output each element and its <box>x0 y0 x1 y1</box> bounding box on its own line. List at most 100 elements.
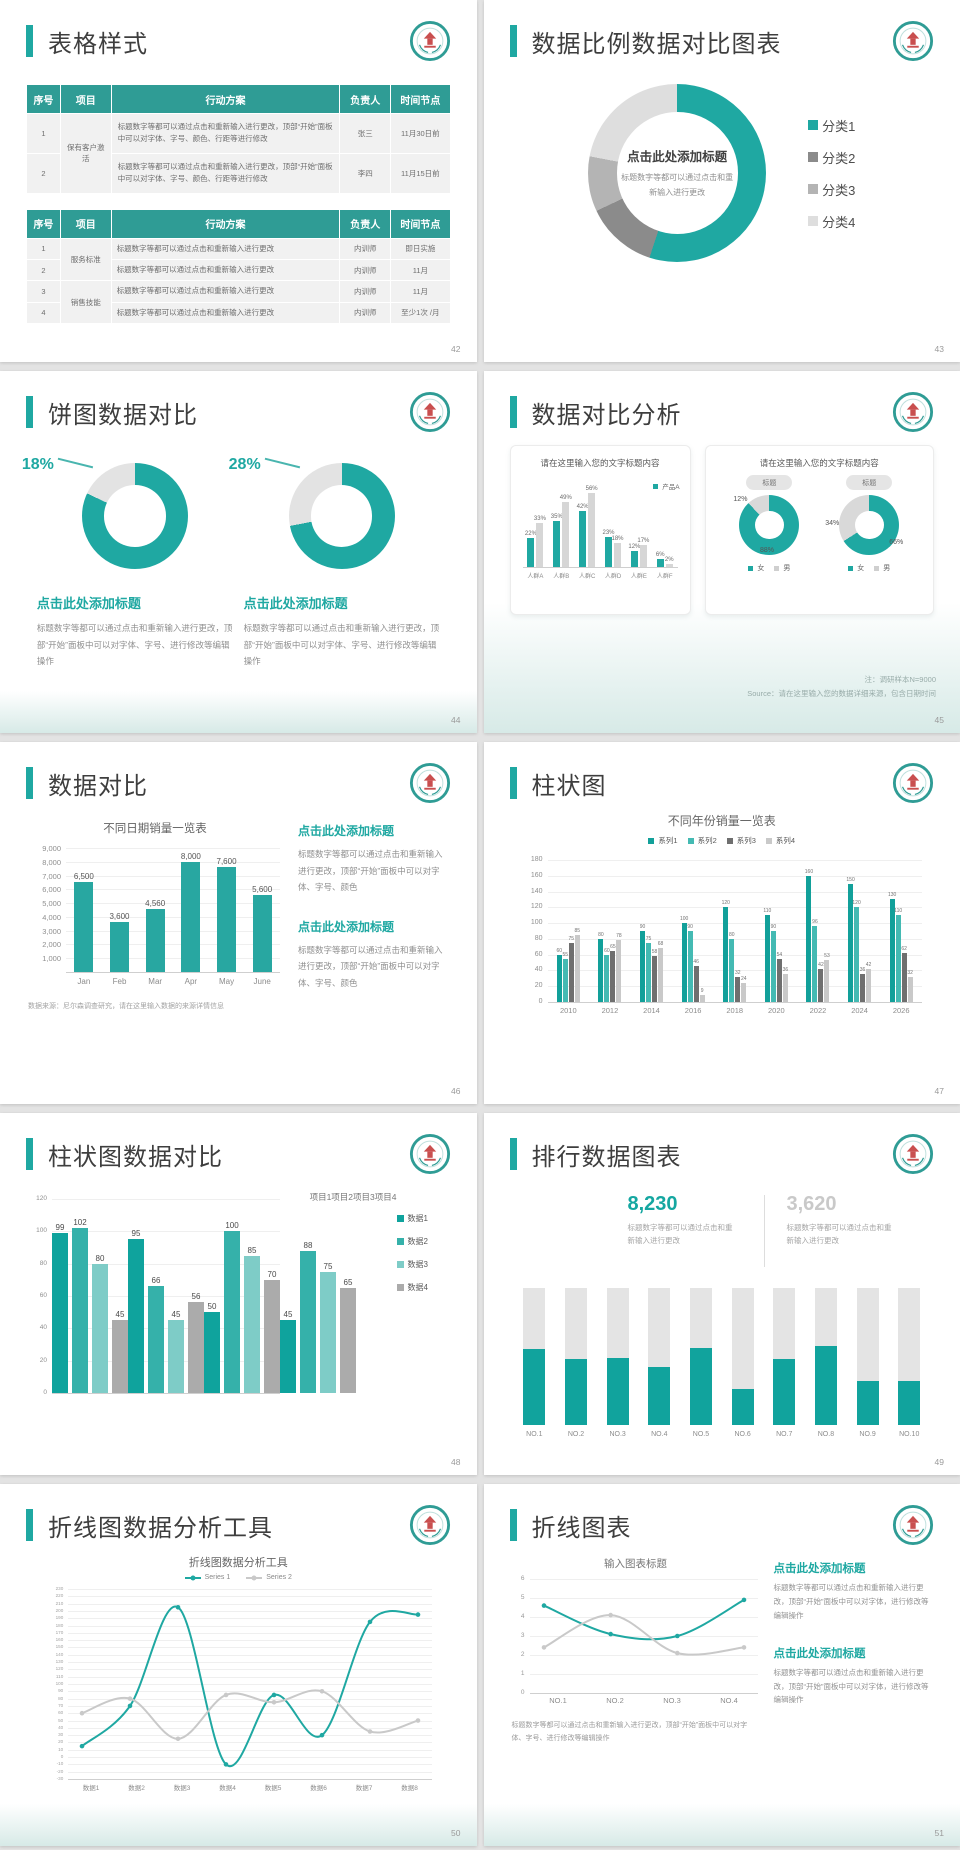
school-logo-icon <box>892 1133 934 1175</box>
x-axis: 2010 2012 2014 2016 2018 2020 2022 2024 2026 <box>548 1006 923 1015</box>
bar: 60 <box>557 948 562 1002</box>
legend-item: Series 2 <box>246 1574 292 1581</box>
slide-43-proportion-donut[interactable]: 数据比例数据对比图表 点击此处添加标题 标题数字等都可以通过点击和重新输入进行更… <box>483 0 960 362</box>
y-axis-label: 100 <box>36 1227 47 1235</box>
bar: 3,600 <box>109 912 130 972</box>
school-logo-icon <box>409 1504 451 1546</box>
page-title: 表格样式 <box>48 30 148 58</box>
block-body: 标题数字等都可以通过点击和重新输入进行更改，顶部“开始”面板中可以对字体、字号、… <box>298 944 443 988</box>
table-cell: 销售技能 <box>59 280 112 324</box>
bar-segment-top <box>814 1287 837 1347</box>
table-header-cell: 负责人 <box>339 208 392 239</box>
slide-51-line-chart[interactable]: 折线图表 输入图表标题 6 5 4 3 2 1 0 NO.1 NO.2 NO.3 NO.4 标题数字等… <box>483 1484 960 1846</box>
slide-header: 柱状图 <box>509 762 935 804</box>
school-logo-icon <box>409 20 451 62</box>
slide-44-pie-comparison[interactable]: 饼图数据对比 18% 点击此处添加标题 标题数字等都可以通过点击和重新输入进行更… <box>0 371 477 733</box>
bar-value-label: 80 <box>95 1253 105 1263</box>
bar-segment-bottom <box>564 1359 587 1425</box>
chart-and-text: 输入图表标题 6 5 4 3 2 1 0 NO.1 NO.2 NO.3 NO.4 标题数字等都可以通过… <box>510 1556 935 1746</box>
y-axis-label: 170 <box>55 1629 64 1635</box>
bar-value-label: 22% <box>524 530 537 537</box>
slide-45-data-analysis[interactable]: 数据对比分析 请在这里输入您的文字标题内容 产品A 22% 33% 35% 49% 42%… <box>483 371 960 733</box>
bar: 54 <box>777 952 782 1002</box>
bar: 110 <box>763 908 771 1002</box>
bar-group: 100 90 46 9 <box>672 860 714 1002</box>
x-axis-label: 2018 <box>726 1006 744 1015</box>
slide-47-column-chart[interactable]: 柱状图 不同年份销量一览表 系列1 系列2 系列3 系列4 180 160 140 120 100… <box>483 742 960 1104</box>
y-axis-label: 80 <box>58 1695 64 1701</box>
bar: 80 <box>92 1254 108 1393</box>
slide-50-line-analysis[interactable]: 折线图数据分析工具 折线图数据分析工具 Series 1 Series 2 230 22… <box>0 1484 477 1846</box>
pill-label: 标题 <box>846 475 893 490</box>
slide-header: 柱状图数据对比 <box>26 1133 451 1175</box>
bar-value-label: 4,560 <box>145 899 166 909</box>
series-line-chart: 折线图数据分析工具 Series 1 Series 2 230 220 210 200 190… <box>36 1554 440 1792</box>
legend-swatch <box>396 1238 404 1245</box>
bar-value-label: 55 <box>562 951 569 958</box>
y-axis-label: 130 <box>55 1659 64 1665</box>
bar-group: 8,000 <box>173 848 209 972</box>
y-axis-label: 30 <box>58 1732 64 1738</box>
y-axis-label: 120 <box>55 1666 64 1672</box>
bar-group: 80 60 65 78 <box>589 860 631 1002</box>
callout-line <box>264 457 300 469</box>
bar: 65 <box>340 1278 356 1393</box>
donut-center-text: 点击此处添加标题 标题数字等都可以通过点击和重新输入进行更改 <box>588 84 766 262</box>
y-axis-label: 140 <box>55 1651 64 1657</box>
bar: 90 <box>771 924 776 1002</box>
x-axis-label: NO.2 <box>606 1696 624 1705</box>
chart-and-text: 不同日期销量一览表 9,000 8,000 7,000 6,000 5,000 4,000 3… <box>26 820 451 1011</box>
bar-value-label: 24 <box>740 976 747 983</box>
y-axis-label: 190 <box>55 1615 64 1621</box>
table-header-cell: 时间节点 <box>390 208 451 239</box>
bar: 4,560 <box>145 899 165 972</box>
bar-segment-top <box>648 1287 671 1367</box>
slide-48-column-comparison[interactable]: 柱状图数据对比 120 100 80 60 40 20 0 99 102 80 45 95 66 45 56… <box>0 1113 477 1475</box>
x-axis-label: 项目4 <box>374 1192 397 1202</box>
bar: 17% <box>637 538 649 567</box>
donut-chart-area: 点击此处添加标题 标题数字等都可以通过点击和重新输入进行更改 分类1 分类2 分类3… <box>510 84 935 262</box>
table-row: 4 标题数字等都可以通过点击和重新输入进行更改 内训师 至少1次 /月 <box>26 301 451 325</box>
block-title: 点击此处添加标题 <box>298 824 395 838</box>
bar-value-label: 88 <box>303 1240 313 1250</box>
sample-note: 注：调研样本N=9000 <box>864 674 936 684</box>
school-logo-icon <box>892 20 934 62</box>
bar-value-label: 90 <box>639 924 646 930</box>
data-source-note: 数据来源：尼尔森调查研究，请在这里输入数据的来源详情信息 <box>28 1003 224 1010</box>
table-cell: 内训师 <box>339 258 392 282</box>
bar: 36 <box>783 967 788 1002</box>
slide-49-ranking-chart[interactable]: 排行数据图表 8,230 标题数字等都可以通过点击和重新输入进行更改 3,620… <box>483 1113 960 1475</box>
bar-value-label: 36 <box>859 966 866 973</box>
slide-46-data-comparison[interactable]: 数据对比 不同日期销量一览表 9,000 8,000 7,000 6,000 5,000 4… <box>0 742 477 1104</box>
x-axis-label: Feb <box>112 977 127 986</box>
legend-item: 数据4 <box>396 1282 451 1293</box>
bar: 50 <box>204 1302 220 1393</box>
legend-item: 系列4 <box>765 835 795 846</box>
legend-item: Series 1 <box>184 1574 230 1581</box>
no-line-chart: 输入图表标题 6 5 4 3 2 1 0 NO.1 NO.2 NO.3 NO.4 <box>510 1556 762 1705</box>
x-axis-label: June <box>253 977 271 986</box>
stacked-bar <box>731 1279 754 1425</box>
page-number: 49 <box>934 1457 944 1467</box>
slide-42-table-styles[interactable]: 表格样式 序号 项目 行动方案 负责人 时间节点 1 保有客户激活 标题数字等都可以通过点击和… <box>0 0 477 362</box>
text-column: 点击此处添加标题 标题数字等都可以通过点击和重新输入进行更改，顶部“开始”面板中… <box>298 822 451 1011</box>
bar-value-label: 90 <box>687 924 693 930</box>
y-axis-label: 9,000 <box>42 844 61 853</box>
bar: 66 <box>148 1276 164 1393</box>
y-axis-label: 6,000 <box>42 885 61 895</box>
legend-label: 分类1 <box>822 118 856 134</box>
y-axis-label: 8,000 <box>42 857 61 867</box>
y-axis-label: 160 <box>530 871 543 879</box>
x-axis-label: 2024 <box>851 1006 868 1015</box>
y-axis-label: 0 <box>520 1689 525 1696</box>
source-note: Source：请在这里输入您的数据详细来源，包含日期时间 <box>747 688 936 698</box>
bar-value-label: 42% <box>576 504 589 511</box>
kpi-block-1: 8,230 标题数字等都可以通过点击和重新输入进行更改 <box>628 1193 764 1267</box>
legend-swatch <box>808 184 819 194</box>
x-axis-label: NO.3 <box>609 1431 626 1438</box>
bar-segment-bottom <box>606 1357 629 1425</box>
block-body: 标题数字等都可以通过点击和重新输入进行更改，顶部“开始”面板中可以对字体、字号、… <box>36 623 233 667</box>
legend-label: 系列2 <box>697 836 717 845</box>
x-axis-label: 数据2 <box>128 1785 145 1792</box>
bar-value-label: 32 <box>734 969 741 976</box>
